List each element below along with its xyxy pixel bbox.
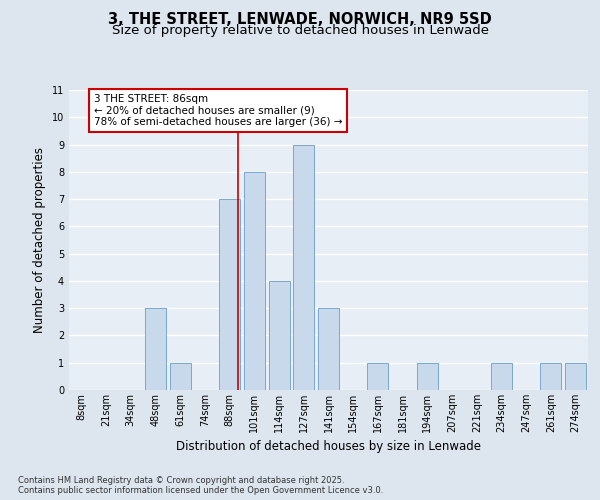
Bar [244,172,265,390]
Text: Size of property relative to detached houses in Lenwade: Size of property relative to detached ho… [112,24,488,37]
Bar [541,362,562,390]
Bar [145,308,166,390]
Bar [318,308,339,390]
Y-axis label: Number of detached properties: Number of detached properties [34,147,46,333]
Bar [491,362,512,390]
Bar [367,362,388,390]
Text: 3 THE STREET: 86sqm
← 20% of detached houses are smaller (9)
78% of semi-detache: 3 THE STREET: 86sqm ← 20% of detached ho… [94,94,342,128]
X-axis label: Distribution of detached houses by size in Lenwade: Distribution of detached houses by size … [176,440,481,454]
Text: 3, THE STREET, LENWADE, NORWICH, NR9 5SD: 3, THE STREET, LENWADE, NORWICH, NR9 5SD [108,12,492,28]
Bar [565,362,586,390]
Text: Contains HM Land Registry data © Crown copyright and database right 2025.
Contai: Contains HM Land Registry data © Crown c… [18,476,383,495]
Bar [417,362,438,390]
Bar [219,199,240,390]
Bar [293,144,314,390]
Bar [269,281,290,390]
Bar [170,362,191,390]
